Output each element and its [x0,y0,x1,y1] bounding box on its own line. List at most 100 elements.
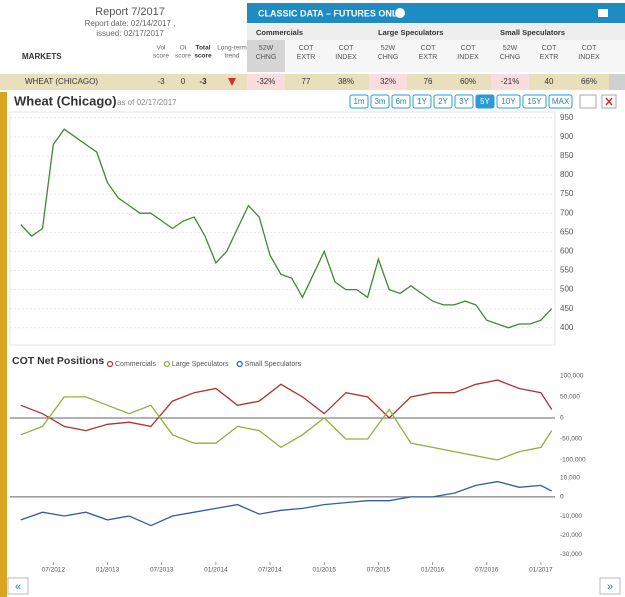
subcolumn-header[interactable]: COT [461,45,477,52]
range-button[interactable] [391,94,411,109]
side-bar [0,92,7,597]
subcolumn-header[interactable]: COT [582,45,598,52]
y-tick-label: 600 [560,247,574,256]
range-button[interactable] [454,94,474,109]
cell: 66% [581,77,597,86]
y-tick-label: 100,000 [560,373,584,380]
score: -3 [157,77,165,86]
x-tick-label: 07/2013 [150,567,174,574]
range-label[interactable]: 5Y [480,97,490,106]
subcolumn-header[interactable]: EXTR [419,54,438,61]
y-tick-label: 800 [560,170,574,179]
chart-subtitle: as of 02/17/2017 [117,98,177,107]
cell: 76 [424,77,433,86]
cell: 38% [338,77,354,86]
series-line [20,480,553,527]
subcolumn-header[interactable]: COT [299,45,315,52]
range-label[interactable]: 3Y [459,97,469,106]
prev-label[interactable]: « [15,581,21,593]
legend-swatch [236,360,243,368]
score: -3 [199,77,207,86]
legend-swatch [106,360,114,368]
subcolumn-header[interactable]: 52W [381,45,396,52]
y-tick-label: 550 [560,266,574,275]
range-button[interactable] [349,94,369,109]
score-header: OI [180,45,187,52]
subcolumn-header[interactable]: CHNG [378,54,399,61]
range-button[interactable] [548,94,573,109]
score-header: Long-term [217,45,247,52]
x-tick-label: 01/2017 [529,567,553,574]
range-button[interactable] [522,94,547,109]
subcolumn-header[interactable]: CHNG [256,54,277,61]
report-issued: issued: 02/17/2017 [96,29,164,38]
cell: 32% [380,77,396,86]
row-bg [0,74,625,90]
row-menu[interactable] [609,74,625,90]
group-header: Commercials [256,28,303,37]
y-tick-label: 900 [560,132,574,141]
range-label[interactable]: 1m [353,97,364,106]
subcolumn-header[interactable]: INDEX [335,54,357,61]
y-tick-label: 400 [560,323,574,332]
prev-button[interactable] [7,577,29,595]
subcolumn-header[interactable]: COT [339,45,355,52]
y-tick-label: 650 [560,227,574,236]
y-tick-label: 50,000 [560,394,580,401]
group-header: Small Speculators [500,28,565,37]
range-label[interactable]: 1Y [417,97,427,106]
range-label[interactable]: 2Y [438,97,448,106]
next-label[interactable]: » [607,581,613,593]
range-label[interactable]: 15Y [527,97,542,106]
range-label[interactable]: 6m [395,97,406,106]
series-line [20,128,553,329]
range-label[interactable]: MAX [552,97,570,106]
cell: 77 [302,77,311,86]
report-title: Report 7/2017 [95,6,165,18]
subcolumn-header[interactable]: INDEX [457,54,479,61]
classic-title: CLASSIC DATA – FUTURES ONLY [258,8,403,18]
price-frame [9,111,556,346]
range-button[interactable] [433,94,453,109]
cell: -21% [501,77,520,86]
range-button[interactable] [475,94,495,109]
classic-bar [247,3,625,23]
range-button[interactable] [496,94,521,109]
subcolumn-header[interactable]: 52W [259,45,274,52]
cell-bg [491,74,529,90]
range-label[interactable]: 3m [374,97,385,106]
x-tick-label: 01/2016 [421,567,445,574]
legend-label: Commercials [115,361,156,368]
cell: 40 [545,77,554,86]
y-tick-label: 850 [560,151,574,160]
range-label[interactable]: 10Y [501,97,516,106]
y-tick-label: 750 [560,189,574,198]
y-tick-label: 0 [560,494,564,501]
selected-column[interactable] [247,40,285,72]
help-icon[interactable] [395,8,405,18]
next-button[interactable] [599,577,621,595]
subcolumn-header[interactable]: COT [542,45,558,52]
subcolumn-header[interactable]: 52W [503,45,518,52]
subcolumn-header[interactable]: CHNG [500,54,521,61]
subcolumn-header[interactable]: COT [421,45,437,52]
x-tick-label: 01/2015 [312,567,336,574]
y-tick-label: 10,000 [560,474,580,481]
cell: 60% [460,77,476,86]
score-header: score [175,53,191,60]
subcolumn-header[interactable]: INDEX [578,54,600,61]
y-tick-label: -10,000 [560,513,582,520]
x-tick-label: 07/2014 [258,567,282,574]
market-name[interactable]: WHEAT (CHICAGO) [25,77,98,86]
print-button[interactable] [579,94,597,109]
range-button[interactable] [370,94,390,109]
report-date: Report date: 02/14/2017 , [85,19,176,28]
series-line [20,396,553,461]
x-tick-label: 01/2013 [96,567,120,574]
print-icon[interactable] [598,9,608,17]
subcolumn-header[interactable]: EXTR [297,54,316,61]
series-line [20,379,553,432]
range-button[interactable] [412,94,432,109]
subcolumn-header[interactable]: EXTR [540,54,559,61]
group-header: Large Speculators [378,28,443,37]
